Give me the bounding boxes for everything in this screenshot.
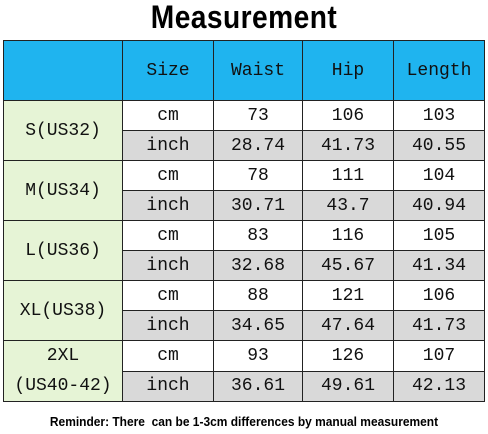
value-cell: 43.7 [302, 190, 394, 221]
value-cell: 40.55 [393, 130, 485, 161]
footer-note: Reminder: There can be 1-3cm differences… [49, 414, 439, 429]
column-header: Hip [302, 40, 394, 101]
value-cell: 73 [213, 100, 303, 131]
value-cell: 126 [302, 340, 394, 372]
data-row: 2XL (US40-42) cm 93 126 107 [3, 340, 485, 402]
value-cell: 88 [213, 280, 303, 311]
header-row: Size Waist Hip Length [3, 40, 485, 101]
data-row: inch 28.74 41.73 40.55 [4, 130, 485, 161]
unit-cell: cm [122, 280, 214, 311]
size-label: XL(US38) [3, 280, 123, 341]
value-cell: 41.34 [393, 250, 485, 281]
column-header: Size [122, 40, 214, 101]
value-cell: 93 [213, 340, 303, 372]
unit-cell: inch [122, 190, 214, 221]
value-cell: 83 [213, 220, 303, 251]
value-cell: 104 [393, 160, 485, 191]
unit-cell: inch [122, 130, 214, 161]
value-cell: 41.73 [302, 130, 394, 161]
unit-cell: inch [122, 250, 214, 281]
data-row: S(US32) cm 73 106 103 [3, 100, 485, 161]
size-label: S(US32) [3, 100, 123, 161]
value-cell: 28.74 [213, 130, 303, 161]
value-cell: 111 [302, 160, 394, 191]
unit-cell: cm [122, 220, 214, 251]
unit-cell: cm [122, 160, 214, 191]
size-label: L(US36) [3, 220, 123, 281]
value-cell: 106 [393, 280, 485, 311]
size-label: 2XL (US40-42) [3, 340, 123, 402]
data-row: inch 32.68 45.67 41.34 [4, 250, 485, 281]
value-cell: 105 [393, 220, 485, 251]
data-row: M(US34) cm 78 111 104 [3, 160, 485, 221]
size-label-line: M(US34) [25, 180, 101, 201]
unit-cell: cm [122, 340, 214, 372]
value-cell: 121 [302, 280, 394, 311]
unit-cell: cm [122, 100, 214, 131]
size-table: Size Waist Hip Length S(US32) cm 73 106 103 inch 2… [3, 40, 485, 402]
value-cell: 30.71 [213, 190, 303, 221]
data-row: XL(US38) cm 88 121 106 [3, 280, 485, 341]
data-row: L(US36) cm 83 116 105 [3, 220, 485, 281]
value-cell: 45.67 [302, 250, 394, 281]
value-cell: 36.61 [213, 370, 303, 402]
size-label-line: S(US32) [25, 120, 101, 141]
value-cell: 47.64 [302, 310, 394, 341]
size-label-line: L(US36) [25, 240, 101, 261]
data-row: inch 30.71 43.7 40.94 [4, 190, 485, 221]
size-label: M(US34) [3, 160, 123, 221]
column-header: Waist [213, 40, 303, 101]
size-label-line: XL(US38) [19, 300, 107, 321]
value-cell: 40.94 [393, 190, 485, 221]
value-cell: 78 [213, 160, 303, 191]
value-cell: 103 [393, 100, 485, 131]
unit-cell: inch [122, 370, 214, 402]
value-cell: 106 [302, 100, 394, 131]
value-cell: 34.65 [213, 310, 303, 341]
value-cell: 49.61 [302, 370, 394, 402]
value-cell: 107 [393, 340, 485, 372]
value-cell: 32.68 [213, 250, 303, 281]
column-header: Length [393, 40, 485, 101]
unit-cell: inch [122, 310, 214, 341]
data-row: inch 34.65 47.64 41.73 [4, 310, 485, 341]
value-cell: 42.13 [393, 370, 485, 402]
value-cell: 116 [302, 220, 394, 251]
corner-cell [3, 40, 123, 101]
title: Measurement [150, 0, 338, 35]
value-cell: 41.73 [393, 310, 485, 341]
size-label-line: 2XL [46, 346, 80, 366]
size-label-line: (US40-42) [14, 376, 112, 396]
data-row: inch 36.61 49.61 42.13 [4, 370, 485, 402]
